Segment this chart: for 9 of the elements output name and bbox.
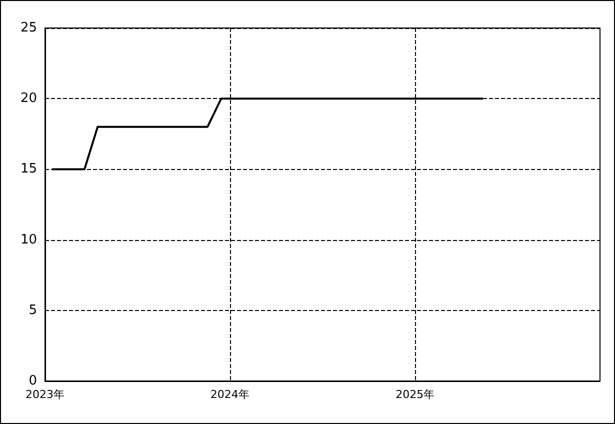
x-tick-label: 2023年 [26, 388, 64, 401]
y-tick-label: 0 [28, 374, 37, 388]
y-tick-label: 25 [20, 20, 37, 36]
y-tick-label: 10 [20, 232, 37, 248]
x-tick-label: 2025年 [396, 388, 435, 401]
x-tick-label: 2024年 [210, 388, 250, 401]
y-tick-label: 5 [28, 302, 37, 318]
y-tick-label: 20 [20, 91, 37, 106]
y-tick-label: 15 [20, 162, 37, 177]
